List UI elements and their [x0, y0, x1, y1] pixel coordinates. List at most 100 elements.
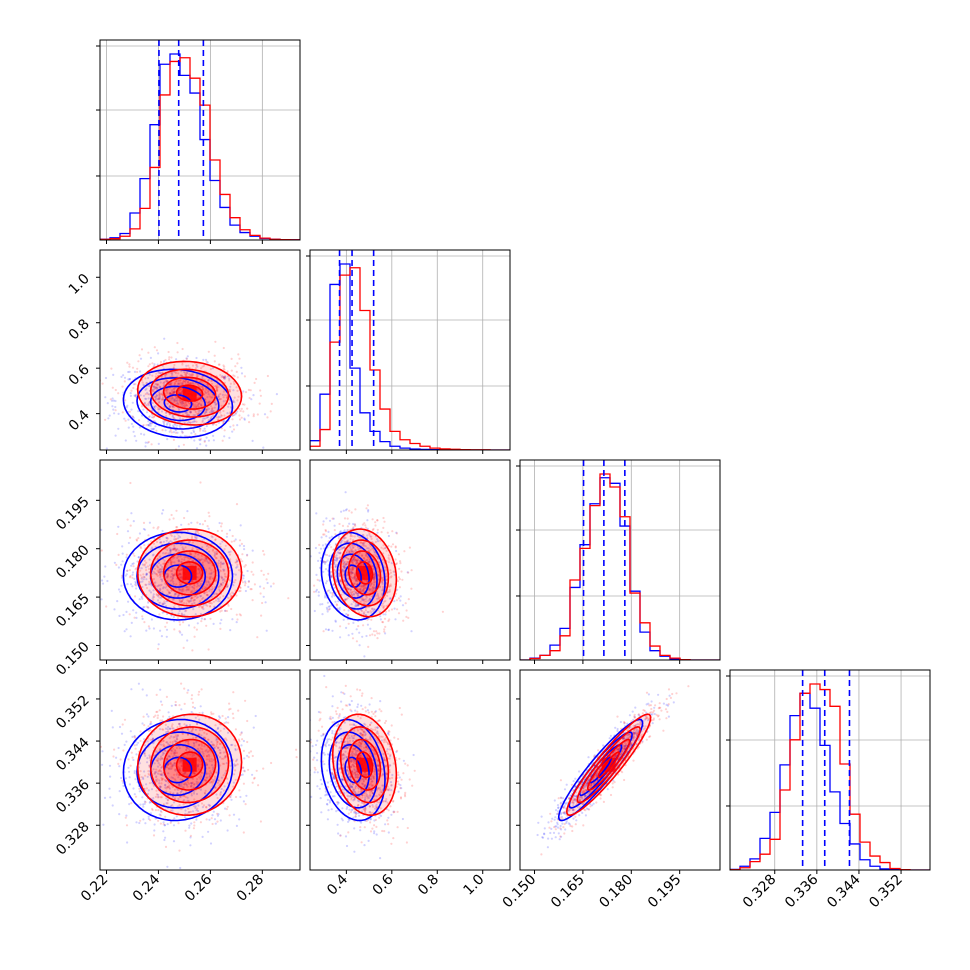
sample-point-blue [222, 568, 225, 571]
sample-point-red [210, 602, 213, 605]
sample-point-blue [165, 453, 167, 455]
sample-point-blue [399, 595, 402, 598]
sample-point-blue [149, 583, 152, 586]
sample-point-blue [262, 446, 265, 449]
sample-point-red [228, 379, 231, 382]
sample-point-blue [193, 601, 196, 605]
sample-point-blue [148, 801, 151, 804]
sample-point-blue [381, 581, 384, 584]
sample-point-blue [194, 613, 197, 616]
sample-point-red [160, 393, 163, 396]
sample-point-blue [329, 591, 332, 594]
sample-point-red [105, 605, 108, 608]
sample-point-red [369, 548, 372, 551]
sample-point-blue [165, 536, 169, 540]
sample-point-blue [142, 818, 145, 821]
sample-point-blue [191, 602, 194, 605]
sample-point-blue [160, 372, 163, 375]
sample-point-blue [367, 560, 371, 563]
sample-point-blue [106, 402, 109, 405]
sample-point-red [339, 551, 342, 554]
sample-point-blue [141, 722, 144, 725]
sample-point-red [191, 705, 195, 709]
sample-point-blue [246, 754, 249, 757]
sample-point-blue [159, 601, 162, 604]
sample-point-blue [166, 574, 169, 577]
contour-red [136, 528, 243, 618]
sample-point-blue [153, 405, 156, 408]
sample-point-blue [97, 804, 99, 806]
sample-point-blue [146, 606, 149, 609]
sample-point-blue [324, 582, 328, 585]
sample-point-blue [229, 385, 232, 388]
sample-point-blue [149, 564, 152, 567]
sample-point-red [148, 363, 151, 366]
sample-point-blue [242, 574, 245, 577]
sample-point-red [250, 588, 253, 591]
sample-point-blue [207, 416, 210, 419]
sample-point-red [351, 561, 354, 565]
sample-point-red [231, 534, 234, 538]
sample-point-blue [118, 765, 121, 768]
sample-point-red [212, 548, 215, 551]
sample-point-blue [334, 564, 337, 567]
sample-point-blue [159, 576, 162, 579]
sample-point-red [184, 373, 187, 376]
sample-point-blue [357, 604, 360, 607]
sample-point-red [178, 382, 181, 385]
sample-point-red [200, 405, 203, 408]
sample-point-blue [166, 576, 169, 579]
sample-point-red [159, 360, 163, 364]
sample-point-blue [380, 576, 383, 580]
sample-point-red [210, 375, 213, 378]
sample-point-blue [238, 818, 241, 821]
sample-point-blue [177, 549, 181, 552]
sample-point-red [232, 424, 235, 427]
sample-point-blue [240, 366, 243, 369]
sample-point-blue [198, 438, 201, 441]
sample-point-red [207, 546, 210, 549]
panel-frame [99, 249, 301, 451]
sample-point-red [363, 611, 366, 614]
sample-point-red [346, 597, 349, 600]
sample-point-red [382, 606, 385, 609]
sample-point-red [189, 834, 192, 838]
sample-point-blue [192, 430, 196, 434]
sample-point-red [247, 756, 250, 759]
sample-point-red [199, 558, 202, 561]
sample-point-blue [125, 573, 128, 576]
sample-point-blue [180, 612, 183, 615]
sample-point-blue [344, 563, 347, 566]
sample-point-blue [164, 784, 167, 787]
sample-point-red [339, 557, 342, 560]
sample-point-blue [197, 763, 200, 766]
sample-point-blue [200, 580, 203, 583]
sample-point-blue [213, 400, 216, 404]
sample-point-blue [219, 819, 222, 822]
sample-point-blue [179, 568, 183, 571]
sample-point-red [181, 548, 184, 551]
sample-point-blue [146, 441, 149, 444]
sample-point-blue [242, 390, 245, 393]
sample-point-red [114, 409, 117, 412]
sample-point-red [394, 558, 397, 561]
sample-point-blue [120, 776, 123, 780]
sample-point-red [154, 386, 157, 389]
sample-point-blue [227, 405, 230, 408]
sample-point-red [237, 353, 240, 356]
sample-point-red [169, 397, 172, 400]
sample-point-red [344, 536, 347, 539]
sample-point-red [370, 582, 373, 585]
sample-point-red [223, 572, 226, 576]
sample-point-red [356, 559, 359, 562]
sample-point-blue [112, 399, 115, 402]
sample-point-red [143, 576, 146, 579]
sample-point-red [153, 415, 156, 418]
sample-point-blue [142, 777, 145, 781]
sample-point-blue [179, 401, 182, 404]
sample-point-red [219, 569, 222, 573]
sample-point-red [220, 414, 223, 417]
sample-point-blue [351, 558, 354, 562]
sample-point-red [370, 535, 373, 538]
sample-point-blue [180, 575, 183, 579]
